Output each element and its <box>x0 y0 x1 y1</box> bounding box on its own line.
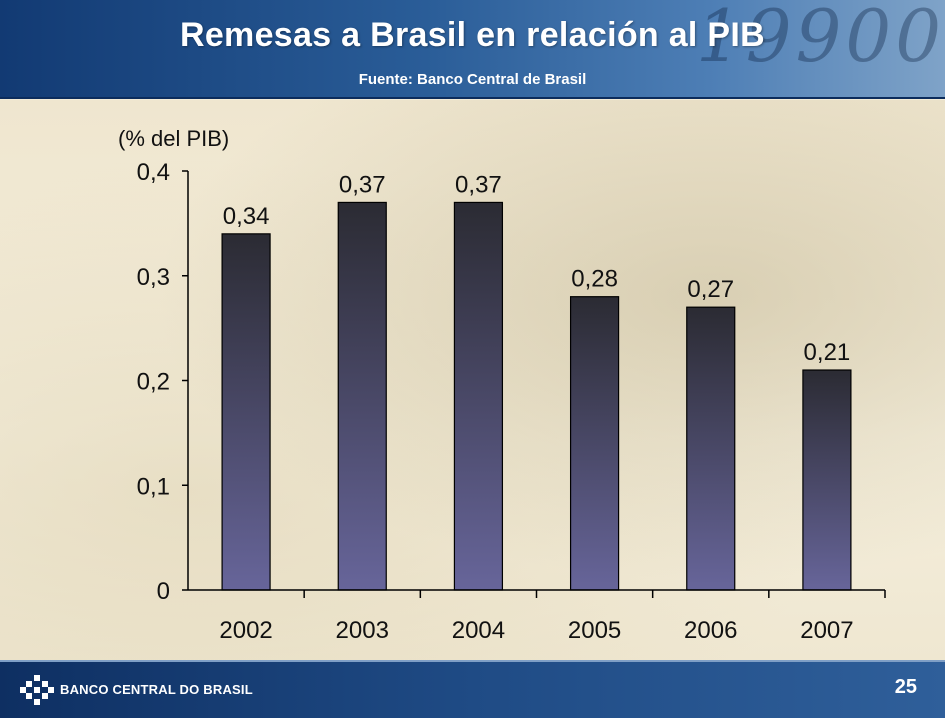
page-subtitle: Fuente: Banco Central de Brasil <box>358 71 587 88</box>
bar-2007 <box>802 369 852 591</box>
bar-value-label: 0,34 <box>223 203 270 230</box>
bar-chart: (% del PIB) 0 0,1 0,2 0,3 0,4 0,34 0,37 0,37 0,… <box>118 126 886 644</box>
bar-2006 <box>686 306 736 591</box>
x-tick-label: 2003 <box>336 617 389 644</box>
x-tick-label: 2007 <box>800 617 853 644</box>
bar-2004 <box>453 201 504 591</box>
x-tick-label: 2006 <box>684 617 737 644</box>
x-tick-label: 2002 <box>219 617 272 644</box>
bar-value-label: 0,27 <box>687 276 734 303</box>
bar-value-label: 0,37 <box>339 171 386 198</box>
y-tick-label: 0,3 <box>137 264 170 291</box>
footer-bar: BANCO CENTRAL DO BRASIL 25 <box>0 660 945 718</box>
banknote-watermark: 19900 <box>695 0 945 78</box>
bar-value-label: 0,28 <box>571 266 618 293</box>
y-tick-label: 0,2 <box>137 369 170 396</box>
y-axis-label: (% del PIB) <box>118 126 229 151</box>
y-tick-label: 0 <box>157 578 170 605</box>
bar-value-label: 0,37 <box>455 171 502 198</box>
bar-2005 <box>569 296 620 591</box>
bar-value-label: 0,21 <box>804 339 851 366</box>
x-tick-label: 2005 <box>568 617 621 644</box>
header-banner: 19900 Remesas a Brasil en relación al PI… <box>0 0 945 99</box>
x-tick-label: 2004 <box>452 617 505 644</box>
page-title: Remesas a Brasil en relación al PIB <box>179 16 765 54</box>
footer-divider <box>0 660 945 662</box>
y-tick-label: 0,4 <box>137 159 170 186</box>
bank-logo-icon <box>20 675 54 705</box>
header-divider <box>0 97 945 99</box>
bar-2003 <box>337 201 387 591</box>
bar-2002 <box>221 233 271 591</box>
bank-logo-text: BANCO CENTRAL DO BRASIL <box>60 682 253 697</box>
chart-area: (% del PIB) 0 0,1 0,2 0,3 0,4 0,34 0,37 0,37 0,… <box>0 100 945 660</box>
y-tick-label: 0,1 <box>137 473 170 500</box>
page-number: 25 <box>894 676 917 698</box>
